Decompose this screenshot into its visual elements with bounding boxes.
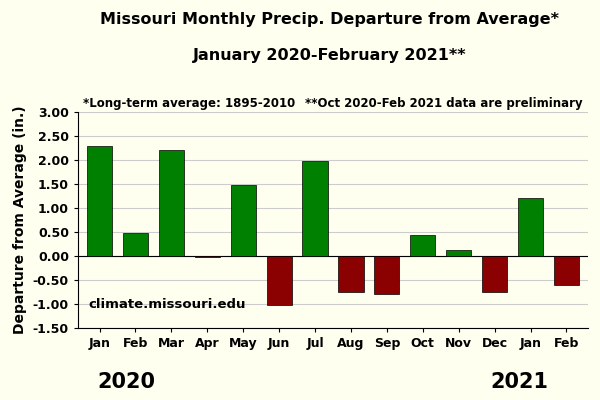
Bar (446, 250, 471, 256)
Bar (338, 256, 364, 292)
Bar (123, 233, 148, 256)
Text: **Oct 2020-Feb 2021 data are preliminary: **Oct 2020-Feb 2021 data are preliminary (305, 97, 583, 110)
Bar (374, 256, 400, 294)
Text: climate.missouri.edu: climate.missouri.edu (88, 298, 246, 311)
Bar (195, 256, 220, 258)
Bar (302, 162, 328, 256)
Text: 2021: 2021 (490, 372, 548, 392)
Bar (266, 256, 292, 305)
Y-axis label: Departure from Average (in.): Departure from Average (in.) (13, 106, 27, 334)
Bar (518, 198, 543, 256)
Text: *Long-term average: 1895-2010: *Long-term average: 1895-2010 (83, 97, 295, 110)
Bar (159, 150, 184, 256)
Text: January 2020-February 2021**: January 2020-February 2021** (193, 48, 467, 63)
Text: 2020: 2020 (97, 372, 155, 392)
Bar (410, 235, 436, 256)
Bar (482, 256, 507, 292)
Text: Missouri Monthly Precip. Departure from Average*: Missouri Monthly Precip. Departure from … (101, 12, 560, 27)
Bar (554, 256, 579, 285)
Bar (230, 186, 256, 256)
Bar (87, 146, 112, 256)
